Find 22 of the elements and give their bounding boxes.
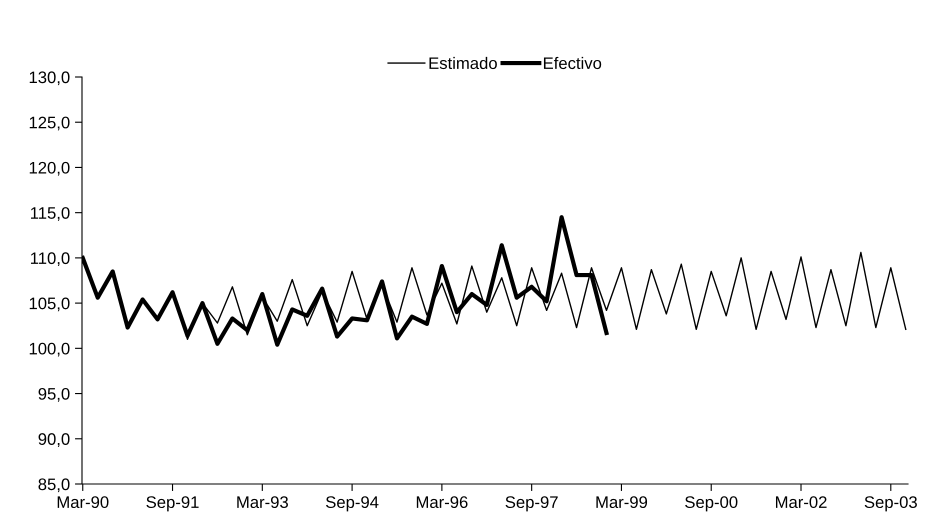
y-tick-label: 125,0 xyxy=(30,116,70,130)
x-tick-label: Sep-03 xyxy=(864,496,917,512)
y-tick-label: 120,0 xyxy=(30,162,70,176)
x-tick-label: Sep-94 xyxy=(326,496,378,512)
legend-label: Estimado xyxy=(429,56,497,70)
x-tick-label: Mar-93 xyxy=(237,496,288,508)
y-tick-label: 130,0 xyxy=(30,71,70,86)
y-tick-label: 85,0 xyxy=(38,478,70,492)
y-tick-label: 95,0 xyxy=(38,388,70,402)
x-tick-label: Mar-02 xyxy=(776,496,827,508)
y-tick-label: 105,0 xyxy=(30,298,70,312)
legend-label: Efectivo xyxy=(544,56,602,70)
x-tick-label: Sep-91 xyxy=(146,496,199,512)
x-tick-label: Sep-97 xyxy=(506,496,558,512)
y-tick-label: 100,0 xyxy=(30,342,70,357)
x-tick-label: Mar-96 xyxy=(416,496,468,508)
y-tick-label: 110,0 xyxy=(30,252,70,266)
x-tick-label: Sep-00 xyxy=(685,496,738,512)
x-tick-label: Mar-99 xyxy=(596,496,648,508)
y-tick-label: 90,0 xyxy=(38,433,70,447)
y-tick-label: 115,0 xyxy=(30,207,70,221)
x-tick-label: Mar-90 xyxy=(58,496,108,508)
